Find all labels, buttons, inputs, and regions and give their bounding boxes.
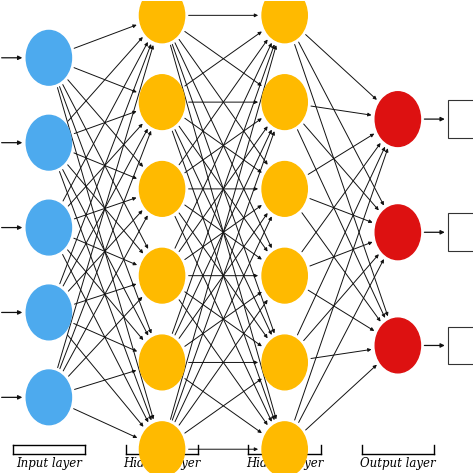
Text: Hidden layer: Hidden layer <box>123 457 201 470</box>
Ellipse shape <box>262 248 307 303</box>
Ellipse shape <box>139 0 185 43</box>
Bar <box>447 100 474 138</box>
Bar <box>447 327 474 365</box>
Ellipse shape <box>26 200 72 255</box>
Ellipse shape <box>139 162 185 216</box>
Ellipse shape <box>375 92 420 146</box>
Ellipse shape <box>262 422 307 474</box>
Ellipse shape <box>139 248 185 303</box>
Ellipse shape <box>26 285 72 340</box>
Ellipse shape <box>139 422 185 474</box>
Ellipse shape <box>26 370 72 425</box>
Ellipse shape <box>375 205 420 260</box>
Text: Output layer: Output layer <box>360 457 436 470</box>
Ellipse shape <box>262 75 307 129</box>
Text: Hidden layer: Hidden layer <box>246 457 323 470</box>
Ellipse shape <box>139 75 185 129</box>
Ellipse shape <box>262 162 307 216</box>
Ellipse shape <box>262 335 307 390</box>
Ellipse shape <box>139 335 185 390</box>
Bar <box>447 213 474 251</box>
Ellipse shape <box>375 318 420 373</box>
Ellipse shape <box>26 115 72 170</box>
Text: Input layer: Input layer <box>16 457 82 470</box>
Ellipse shape <box>262 0 307 43</box>
Ellipse shape <box>26 30 72 85</box>
